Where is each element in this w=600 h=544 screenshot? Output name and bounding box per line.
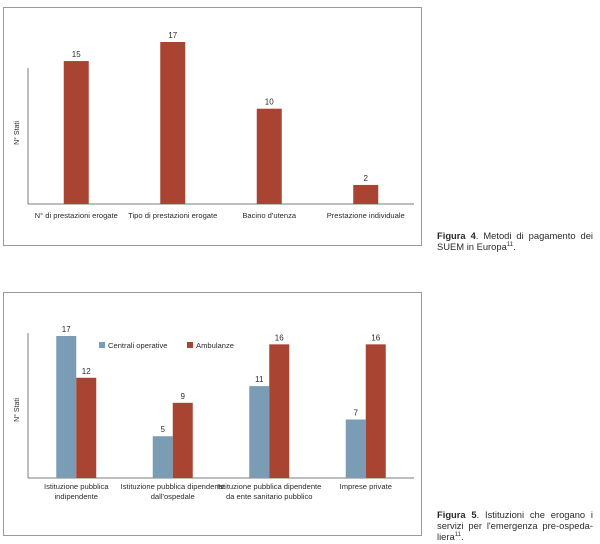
caption-text: . Istituzioni che erogano i servizi per …: [437, 509, 593, 542]
bar: [63, 61, 89, 204]
data-label: 11: [255, 375, 264, 384]
caption-ref: 11: [506, 241, 514, 248]
category-label: dall'ospedale: [151, 492, 195, 501]
caption-end: .: [513, 241, 516, 252]
category-label: Imprese private: [340, 482, 392, 491]
y-axis-label: N° Stati: [13, 121, 21, 145]
category-label: Prestazione individuale: [327, 211, 405, 220]
bar: [76, 377, 97, 478]
y-axis-label: N° Stati: [13, 398, 21, 422]
bar: [345, 419, 366, 478]
caption-label: Figura 4: [437, 230, 476, 241]
data-label: 15: [72, 50, 81, 59]
caption-ref: 11: [454, 531, 461, 538]
category-label: Istituzione pubblica: [44, 482, 109, 491]
category-label: N° di prestazioni erogate: [35, 211, 118, 220]
category-label: Bacino d'utenza: [242, 211, 297, 220]
category-label: Istituzione pubblica dipendente: [121, 482, 225, 491]
data-label: 9: [181, 392, 186, 401]
data-label: 7: [354, 409, 359, 418]
figure-caption-4: Figura 4. Metodi di pagamento dei SUEM i…: [437, 230, 593, 252]
category-label: Istituzione pubblica dipendente: [217, 482, 321, 491]
data-label: 16: [371, 333, 380, 342]
bar: [269, 344, 290, 478]
bar: [172, 402, 193, 478]
bar: [160, 42, 186, 204]
data-label: 16: [275, 333, 284, 342]
category-label: da ente sanitario pubblico: [226, 492, 313, 501]
chart-panel-payment-methods: N° Stati 15 N° di prestazioni erogate 17 Tip…: [3, 7, 422, 246]
legend-label: Ambulanze: [196, 341, 234, 350]
bar: [249, 386, 270, 478]
legend-swatch: [187, 342, 193, 348]
chart-institutions: N° Stati 17 12 Istituzione pubblicaindipend…: [13, 325, 414, 501]
bar: [353, 184, 379, 204]
data-label: 2: [364, 174, 369, 183]
chart-payment-methods: N° Stati 15 N° di prestazioni erogate 17 Tip…: [13, 31, 414, 220]
bar: [152, 436, 173, 478]
data-label: 12: [82, 367, 91, 376]
legend-swatch: [99, 342, 105, 348]
figure-caption-5: Figura 5. Istituzioni che erogano i serv…: [437, 509, 593, 542]
caption-label: Figura 5: [437, 509, 477, 520]
caption-end: .: [460, 531, 464, 542]
data-label: 17: [62, 325, 71, 334]
bar: [365, 344, 386, 478]
caption-text: . Metodi di pagamento dei SUEM in Europa: [437, 230, 593, 252]
data-label: 17: [168, 31, 177, 40]
bar: [256, 108, 282, 204]
data-label: 10: [265, 98, 274, 107]
legend-label: Centrali operative: [108, 341, 168, 350]
category-label: indipendente: [55, 492, 99, 501]
data-label: 5: [161, 425, 166, 434]
chart-panel-institutions: N° Stati 17 12 Istituzione pubblica indipend…: [3, 292, 422, 536]
bar: [56, 336, 77, 478]
category-label: Tipo di prestazioni erogate: [128, 211, 217, 220]
